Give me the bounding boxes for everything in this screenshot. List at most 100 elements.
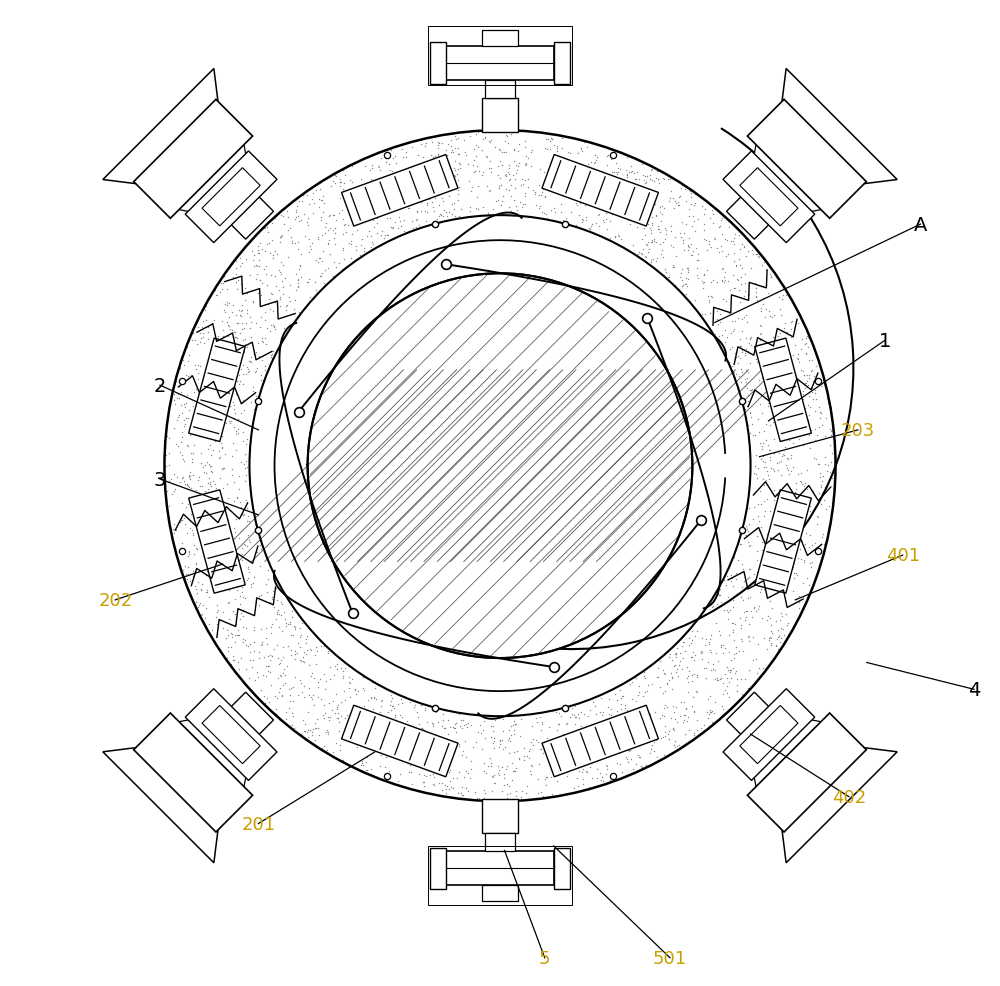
- Point: [622, 676, 638, 692]
- Point: [663, 665, 679, 680]
- Point: [575, 170, 591, 185]
- Point: [314, 265, 330, 281]
- Point: [212, 285, 228, 301]
- Point: [743, 261, 759, 277]
- Point: [199, 563, 215, 579]
- Point: [554, 155, 570, 171]
- Point: [257, 221, 273, 237]
- Point: [631, 192, 647, 208]
- Point: [605, 740, 621, 756]
- Text: 5: 5: [539, 949, 550, 967]
- Point: [539, 730, 555, 745]
- Point: [262, 302, 278, 317]
- Point: [335, 669, 351, 685]
- Point: [451, 764, 467, 780]
- Point: [667, 658, 683, 673]
- Point: [214, 493, 230, 509]
- Point: [618, 749, 634, 765]
- Point: [677, 643, 693, 659]
- Point: [400, 201, 416, 217]
- Point: [332, 737, 348, 752]
- Point: [376, 183, 392, 199]
- Point: [783, 379, 799, 394]
- Point: [284, 234, 300, 249]
- Point: [598, 742, 614, 758]
- Point: [657, 724, 673, 740]
- Point: [222, 321, 238, 337]
- Point: [611, 199, 627, 215]
- Point: [754, 610, 770, 626]
- Point: [555, 213, 571, 229]
- Point: [241, 353, 257, 369]
- Point: [758, 459, 774, 475]
- Point: [785, 416, 801, 432]
- Point: [690, 253, 706, 269]
- Point: [382, 697, 398, 713]
- Point: [430, 179, 446, 195]
- Point: [748, 290, 764, 306]
- Point: [472, 717, 488, 733]
- Point: [243, 330, 259, 346]
- Point: [672, 227, 688, 243]
- Point: [674, 262, 690, 278]
- Point: [252, 319, 268, 335]
- Point: [366, 691, 382, 707]
- Point: [322, 660, 338, 675]
- Point: [249, 665, 265, 680]
- Point: [638, 757, 654, 773]
- Point: [243, 490, 259, 506]
- Point: [800, 330, 816, 346]
- Point: [813, 477, 829, 493]
- Point: [264, 590, 280, 605]
- Point: [369, 192, 385, 208]
- Point: [702, 688, 718, 704]
- Point: [807, 403, 823, 419]
- Polygon shape: [554, 848, 570, 889]
- Polygon shape: [740, 706, 798, 764]
- Point: [614, 688, 630, 704]
- Point: [727, 346, 743, 362]
- Polygon shape: [446, 852, 554, 885]
- Point: [269, 593, 285, 608]
- Point: [442, 735, 458, 750]
- Point: [169, 413, 185, 429]
- Point: [335, 182, 351, 198]
- Point: [227, 635, 243, 651]
- Point: [447, 180, 463, 196]
- Point: [499, 129, 515, 145]
- Point: [674, 279, 690, 295]
- Point: [223, 625, 239, 641]
- Point: [282, 688, 298, 704]
- Point: [196, 375, 212, 390]
- Point: [714, 227, 730, 243]
- Point: [194, 478, 210, 494]
- Point: [355, 681, 371, 697]
- Point: [624, 692, 640, 708]
- Point: [256, 649, 272, 665]
- Point: [425, 719, 441, 735]
- Point: [760, 467, 776, 483]
- Point: [211, 444, 227, 459]
- Point: [296, 723, 312, 739]
- Point: [293, 269, 309, 285]
- Point: [161, 431, 177, 447]
- Point: [316, 710, 332, 726]
- Point: [309, 643, 325, 659]
- Point: [510, 159, 526, 175]
- Point: [495, 189, 511, 205]
- Point: [513, 712, 529, 728]
- Point: [326, 231, 342, 246]
- Point: [474, 168, 490, 183]
- Point: [583, 219, 599, 235]
- Point: [208, 541, 224, 557]
- Point: [689, 713, 705, 729]
- Point: [359, 762, 375, 778]
- Point: [269, 606, 285, 622]
- Point: [662, 647, 678, 663]
- Point: [440, 713, 456, 729]
- Point: [599, 222, 615, 238]
- Point: [337, 259, 353, 275]
- Point: [606, 149, 622, 165]
- Point: [814, 417, 830, 433]
- Point: [261, 694, 277, 710]
